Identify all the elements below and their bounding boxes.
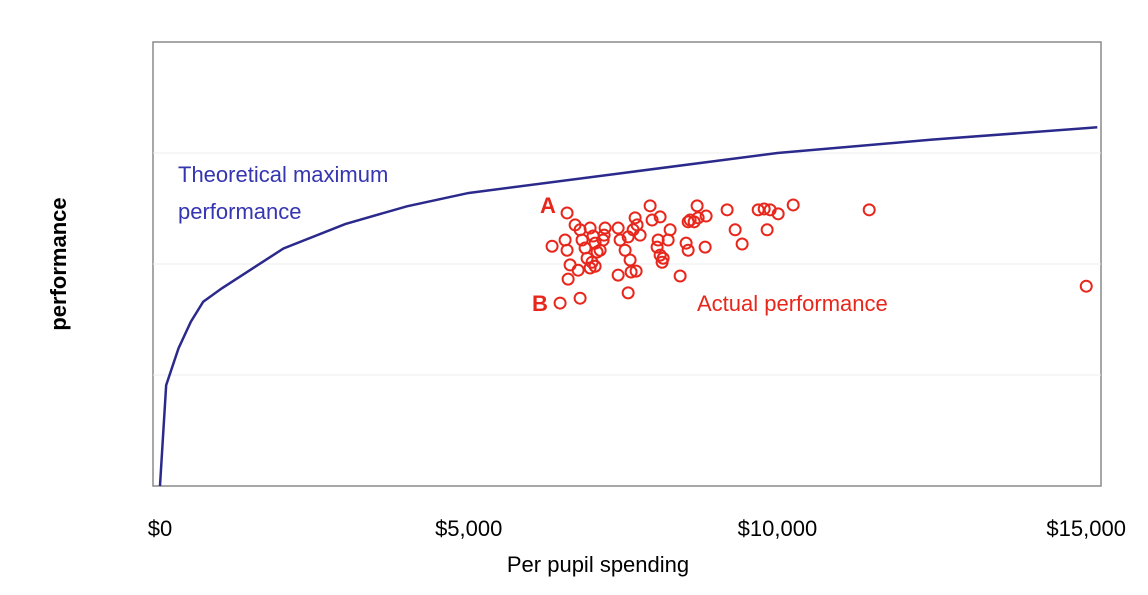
point: [656, 251, 670, 265]
point: [720, 203, 734, 217]
x-tick-label: $0: [148, 516, 172, 541]
point: [862, 203, 876, 217]
y-axis-label: performance: [46, 197, 71, 330]
point: [573, 291, 587, 305]
point: [580, 251, 594, 265]
point: [728, 223, 742, 237]
point: [1079, 279, 1093, 293]
max-curve: [158, 126, 1098, 487]
point: [653, 248, 667, 262]
x-axis-label: Per pupil spending: [507, 552, 689, 577]
point: [558, 233, 572, 247]
point: [561, 272, 575, 286]
point: [598, 221, 612, 235]
point: [681, 243, 695, 257]
point: [663, 223, 677, 237]
x-tick-label: $5,000: [435, 516, 502, 541]
point: [571, 263, 585, 277]
annotation: performance: [178, 199, 302, 224]
point: [575, 233, 589, 247]
point: [687, 215, 701, 229]
point: [771, 207, 785, 221]
point: [545, 239, 559, 253]
point: [691, 211, 705, 225]
point: [597, 228, 611, 242]
point: [645, 213, 659, 227]
point: [621, 286, 635, 300]
annotation: B: [532, 291, 548, 316]
point: [596, 233, 610, 247]
point: [623, 253, 637, 267]
point: [760, 223, 774, 237]
annotation: Actual performance: [697, 291, 888, 316]
x-tick-label: $15,000: [1046, 516, 1126, 541]
point: [553, 296, 567, 310]
x-tick-label: $10,000: [738, 516, 818, 541]
point: [583, 221, 597, 235]
point: [650, 240, 664, 254]
point: [611, 221, 625, 235]
point: [633, 228, 647, 242]
point: [560, 206, 574, 220]
point: [618, 243, 632, 257]
point: [653, 210, 667, 224]
point: [757, 202, 771, 216]
annotation: Theoretical maximum: [178, 162, 388, 187]
point: [699, 209, 713, 223]
point: [673, 269, 687, 283]
point: [611, 268, 625, 282]
point: [679, 236, 693, 250]
point: [560, 243, 574, 257]
point: [628, 211, 642, 225]
point: [613, 233, 627, 247]
point: [735, 237, 749, 251]
point: [629, 264, 643, 278]
point: [643, 199, 657, 213]
annotation: A: [540, 193, 556, 218]
point: [690, 199, 704, 213]
point: [563, 258, 577, 272]
point: [786, 198, 800, 212]
point: [624, 265, 638, 279]
point: [698, 240, 712, 254]
